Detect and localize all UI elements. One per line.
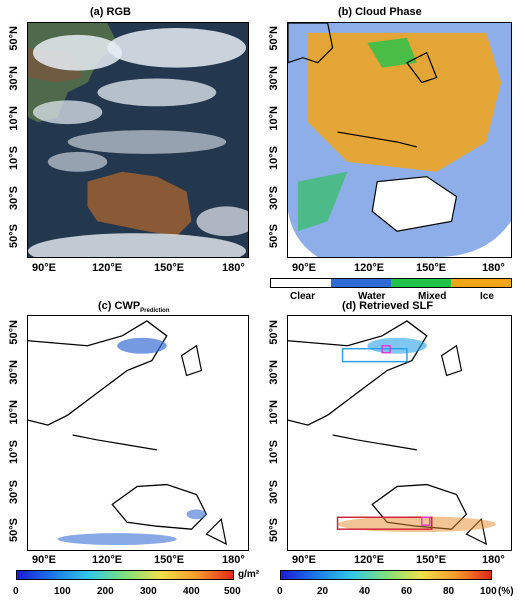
panel-c-title-main: (c) CWP [98, 300, 141, 312]
phase-label-mixed: Mixed [418, 291, 447, 302]
slf-imagery [288, 320, 497, 546]
panel-d-title: (d) Retrieved SLF [342, 300, 434, 312]
panel-a-lon-120e: 120°E [92, 262, 123, 274]
slf-colorbar-unit: (%) [498, 586, 514, 597]
panel-d-lon-150e: 150°E [416, 554, 447, 566]
slf-tick-20: 20 [317, 586, 329, 597]
panel-c-lat-50s: 50°S [8, 518, 20, 542]
region-box-magenta-south [421, 516, 431, 526]
panel-c-lon-180: 180° [222, 554, 245, 566]
panel-c-lon-120e: 120°E [92, 554, 123, 566]
panel-c-lat-50n: 50°N [8, 320, 20, 345]
panel-b-lat-10n: 10°N [268, 106, 280, 131]
cwp-tick-500: 500 [224, 586, 241, 597]
cwp-colorbar [16, 570, 234, 580]
slf-map [287, 315, 512, 551]
cwp-tick-400: 400 [183, 586, 200, 597]
slf-tick-0: 0 [277, 586, 283, 597]
cwp-tick-100: 100 [54, 586, 71, 597]
panel-c-lat-30n: 30°N [8, 360, 20, 385]
panel-b-lat-10s: 10°S [268, 146, 280, 170]
phase-swatch-water [331, 279, 391, 287]
panel-a-lat-30n: 30°N [8, 66, 20, 91]
phase-label-clear: Clear [290, 291, 316, 302]
panel-a-lon-90e: 90°E [32, 262, 56, 274]
phase-legend [270, 278, 512, 288]
panel-a-lat-10s: 10°S [8, 146, 20, 170]
panel-b-lon-180: 180° [482, 262, 505, 274]
region-box-red [336, 516, 433, 530]
panel-b-lon-150e: 150°E [416, 262, 447, 274]
panel-c-lat-10s: 10°S [8, 440, 20, 464]
region-box-magenta [381, 345, 391, 354]
cwp-prediction-imagery [28, 320, 228, 546]
slf-tick-100: 100 [480, 586, 497, 597]
panel-b-lat-30s: 30°S [268, 186, 280, 210]
cwp-prediction-map [27, 315, 249, 551]
phase-label-ice: Ice [480, 291, 494, 302]
panel-b-lon-120e: 120°E [354, 262, 385, 274]
slf-tick-60: 60 [401, 586, 413, 597]
panel-d-lat-10n: 10°N [268, 400, 280, 425]
panel-c-lat-10n: 10°N [8, 400, 20, 425]
panel-a-lat-10n: 10°N [8, 106, 20, 131]
panel-b-lat-50n: 50°N [268, 26, 280, 51]
region-box-blue [341, 347, 408, 363]
panel-a-lat-50s: 50°S [8, 224, 20, 248]
panel-d-lon-120e: 120°E [354, 554, 385, 566]
panel-d-lat-50n: 50°N [268, 320, 280, 345]
panel-d-lat-30s: 30°S [268, 480, 280, 504]
panel-c-lat-30s: 30°S [8, 480, 20, 504]
cloud-phase-map [287, 22, 512, 258]
panel-a-lon-180: 180° [222, 262, 245, 274]
panel-c-title-sub: Prediction [140, 308, 170, 315]
panel-b-lat-30n: 30°N [268, 66, 280, 91]
rgb-imagery [28, 23, 248, 257]
phase-swatch-ice [451, 279, 511, 287]
cwp-tick-300: 300 [140, 586, 157, 597]
panel-a-lat-50n: 50°N [8, 26, 20, 51]
panel-c-lon-90e: 90°E [32, 554, 56, 566]
panel-c-title: (c) CWPPrediction [98, 300, 170, 314]
panel-d-lon-180: 180° [482, 554, 505, 566]
cloud-phase-imagery [288, 23, 511, 257]
panel-a-lat-30s: 30°S [8, 186, 20, 210]
panel-d-lat-50s: 50°S [268, 518, 280, 542]
rgb-map [27, 22, 249, 258]
slf-tick-80: 80 [443, 586, 455, 597]
panel-d-lon-90e: 90°E [292, 554, 316, 566]
panel-c-lon-150e: 150°E [154, 554, 185, 566]
phase-swatch-mixed [391, 279, 451, 287]
slf-tick-40: 40 [359, 586, 371, 597]
panel-b-lat-50s: 50°S [268, 224, 280, 248]
phase-swatch-clear [271, 279, 331, 287]
cwp-colorbar-unit: g/m² [238, 569, 260, 580]
phase-label-water: Water [358, 291, 386, 302]
panel-d-lat-30n: 30°N [268, 360, 280, 385]
panel-d-lat-10s: 10°S [268, 440, 280, 464]
cwp-tick-0: 0 [13, 586, 19, 597]
panel-b-lon-90e: 90°E [292, 262, 316, 274]
cwp-tick-200: 200 [97, 586, 114, 597]
panel-a-lon-150e: 150°E [154, 262, 185, 274]
panel-b-title: (b) Cloud Phase [338, 6, 422, 18]
panel-a-title: (a) RGB [90, 6, 131, 18]
slf-colorbar [280, 570, 492, 580]
